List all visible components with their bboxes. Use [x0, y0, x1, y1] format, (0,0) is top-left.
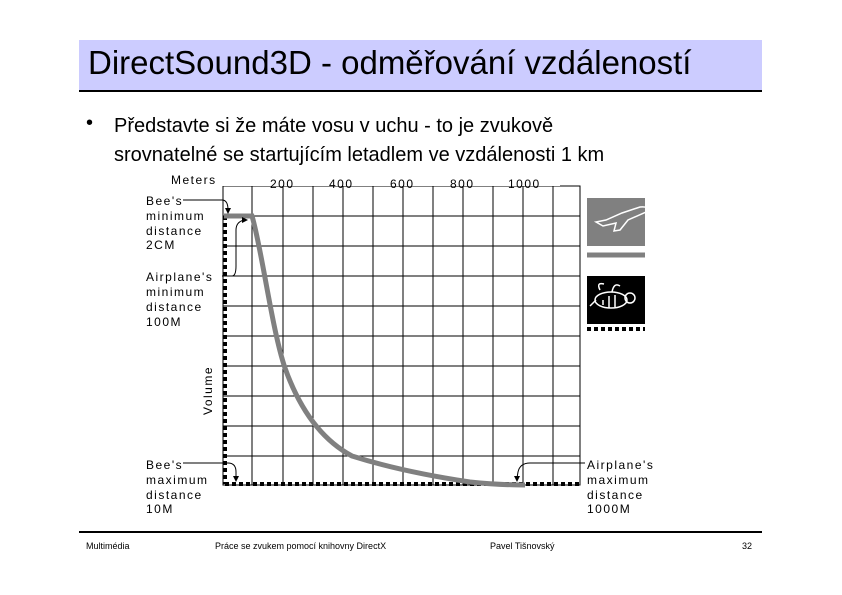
annotation-plane-max-line-4: 1000M — [587, 502, 631, 516]
annotation-plane-min-line-3: distance — [146, 300, 203, 314]
tick-label-800: 800 — [450, 177, 475, 191]
tick-label-600: 600 — [390, 177, 415, 191]
tick-label-1000: 1000 — [508, 177, 541, 191]
annotation-bee-max-line-1: Bee's — [146, 458, 183, 472]
bullet-line-2: srovnatelné se startujícím letadlem ve v… — [114, 144, 605, 166]
footer-divider — [79, 531, 762, 533]
annotation-plane-max-line-3: distance — [587, 488, 644, 502]
footer-page-number: 32 — [742, 541, 753, 551]
slide-title: DirectSound3D - odměřování vzdáleností — [88, 44, 692, 81]
tick-label-200: 200 — [270, 177, 295, 191]
footer-course: Multimédia — [86, 541, 130, 551]
volume-label: Volume — [201, 366, 215, 415]
annotation-bee-min-line-4: 2CM — [146, 238, 176, 252]
bee-legend — [587, 276, 645, 331]
airplane-legend — [587, 198, 648, 258]
airplane-volume-curve — [224, 213, 526, 488]
annotation-bee-max-line-4: 10M — [146, 502, 174, 516]
annotation-bee-min: Bee's minimum distance 2CM — [146, 194, 231, 252]
tick-label-400: 400 — [329, 177, 354, 191]
footer-topic: Práce se zvukem pomocí knihovny DirectX — [215, 541, 387, 551]
annotation-plane-min-line-2: minimum — [146, 285, 205, 299]
annotation-plane-min-line-4: 100M — [146, 315, 182, 329]
annotation-bee-max-line-2: maximum — [146, 473, 209, 487]
tick-label-mask — [220, 183, 560, 186]
annotation-bee-min-line-3: distance — [146, 224, 203, 238]
annotation-plane-max-line-1: Airplane's — [587, 458, 654, 472]
meters-label: Meters — [171, 173, 217, 187]
bullet-text: Představte si že máte vosu v uchu - to j… — [114, 112, 734, 170]
annotation-plane-min-line-1: Airplane's — [146, 270, 213, 284]
annotation-bee-max-line-3: distance — [146, 488, 203, 502]
annotation-bee-min-line-1: Bee's — [146, 194, 183, 208]
bullet-line-1: Představte si že máte vosu v uchu - to j… — [114, 115, 554, 137]
bullet-marker: • — [86, 112, 94, 134]
annotation-bee-min-line-2: minimum — [146, 209, 205, 223]
annotation-bee-max: Bee's maximum distance 10M — [146, 458, 239, 516]
title-divider — [79, 90, 762, 92]
footer-author: Pavel Tišnovský — [490, 541, 555, 551]
title-bar — [79, 40, 762, 90]
annotation-plane-min: Airplane's minimum distance 100M — [146, 217, 248, 329]
annotation-plane-max: Airplane's maximum distance 1000M — [514, 458, 654, 516]
annotation-plane-max-line-2: maximum — [587, 473, 650, 487]
